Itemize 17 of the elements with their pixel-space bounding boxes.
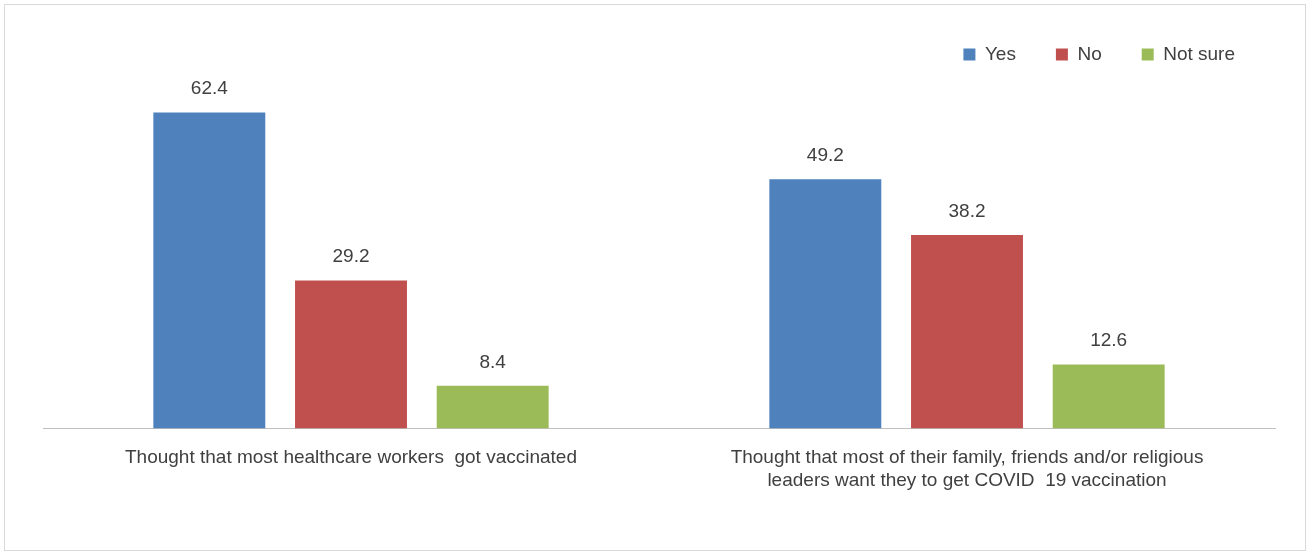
data-label: 12.6 (1090, 329, 1128, 351)
bar (153, 112, 266, 429)
bar (436, 385, 549, 429)
bar (1052, 364, 1165, 429)
x-tick-label: Thought that most of their family, friends and/or religious leaders want they to get COVID 19 vaccination (730, 446, 1204, 490)
data-label: 62.4 (190, 77, 229, 99)
data-label: 29.2 (332, 245, 370, 267)
data-label: 49.2 (806, 144, 844, 166)
bar (295, 280, 407, 429)
data-label: 38.2 (948, 199, 986, 221)
bar (769, 179, 882, 429)
legend-label: No (1077, 42, 1102, 64)
bar (911, 235, 1023, 429)
legend-label: Not sure (1163, 42, 1236, 64)
data-label: 8.4 (479, 350, 507, 372)
x-tick-label: Thought that most healthcare workers got vaccinated (124, 446, 578, 468)
legend-label: Yes (984, 42, 1016, 64)
